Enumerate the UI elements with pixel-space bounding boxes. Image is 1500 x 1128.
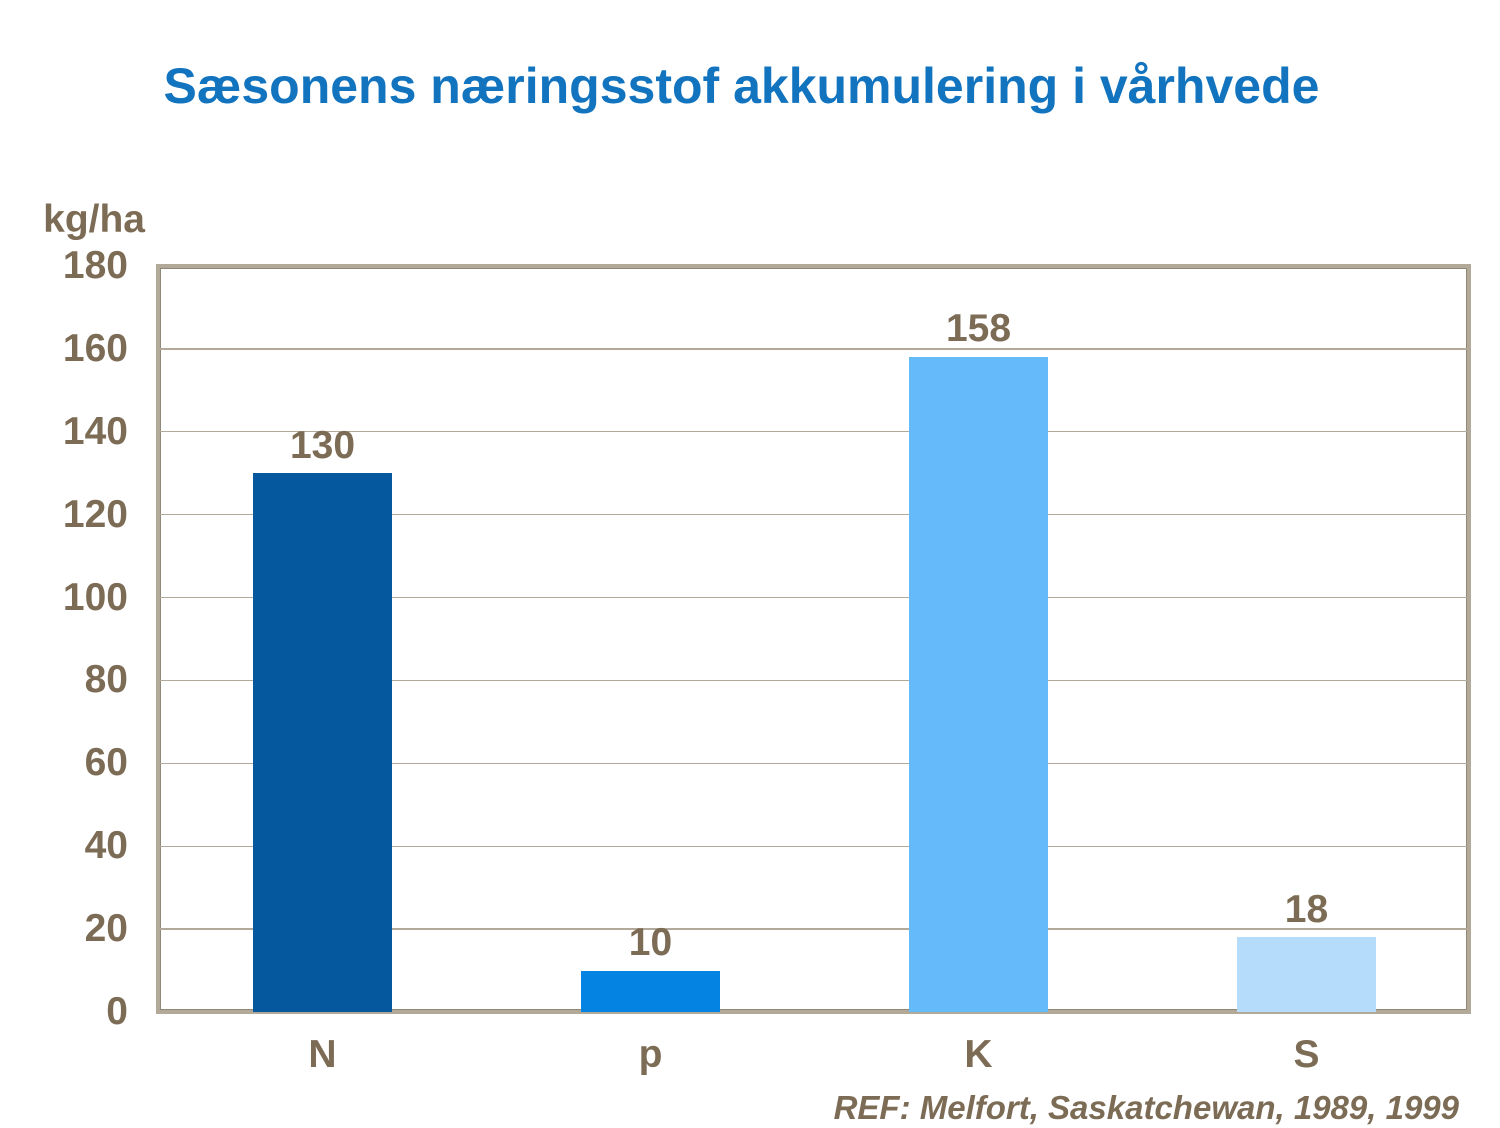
y-tick-label-60: 60 bbox=[84, 741, 128, 785]
gridline-100 bbox=[160, 596, 1467, 599]
y-tick-label-20: 20 bbox=[84, 907, 128, 951]
y-tick-label-80: 80 bbox=[84, 658, 128, 702]
bar-value-label-p: 10 bbox=[628, 920, 673, 964]
bar-value-label-N: 130 bbox=[289, 423, 356, 467]
y-tick-label-100: 100 bbox=[62, 575, 128, 619]
x-category-label-S: S bbox=[1293, 1033, 1320, 1076]
chart-title: Sæsonens næringsstof akkumulering i vårh… bbox=[163, 58, 1320, 114]
y-tick-label-180: 180 bbox=[62, 244, 128, 287]
gridline-20 bbox=[160, 928, 1467, 930]
gridline-40 bbox=[160, 845, 1467, 847]
gridline-80 bbox=[160, 679, 1467, 682]
gridline-160 bbox=[160, 348, 1467, 350]
x-category-label-p: p bbox=[638, 1033, 663, 1076]
gridline-60 bbox=[160, 762, 1467, 765]
bar-value-label-S: 18 bbox=[1284, 887, 1329, 931]
bar-N bbox=[253, 473, 392, 1012]
bar-S bbox=[1237, 937, 1376, 1012]
bar-value-label-K: 158 bbox=[945, 307, 1012, 351]
bar-p bbox=[581, 970, 720, 1012]
gridline-120 bbox=[160, 513, 1467, 516]
y-tick-label-140: 140 bbox=[62, 409, 128, 453]
y-tick-label-160: 160 bbox=[62, 326, 128, 370]
x-category-label-N: N bbox=[308, 1033, 337, 1076]
gridline-140 bbox=[160, 431, 1467, 433]
y-tick-label-120: 120 bbox=[62, 492, 128, 536]
plot-area: 130 10 158 18 bbox=[156, 264, 1471, 1014]
x-category-label-K: K bbox=[964, 1033, 993, 1076]
y-axis-unit-label: kg/ha bbox=[43, 198, 145, 241]
y-tick-label-0: 0 bbox=[106, 990, 128, 1033]
y-tick-label-40: 40 bbox=[84, 824, 128, 868]
bar-K bbox=[909, 357, 1048, 1012]
reference-citation: REF: Melfort, Saskatchewan, 1989, 1999 bbox=[833, 1089, 1459, 1126]
